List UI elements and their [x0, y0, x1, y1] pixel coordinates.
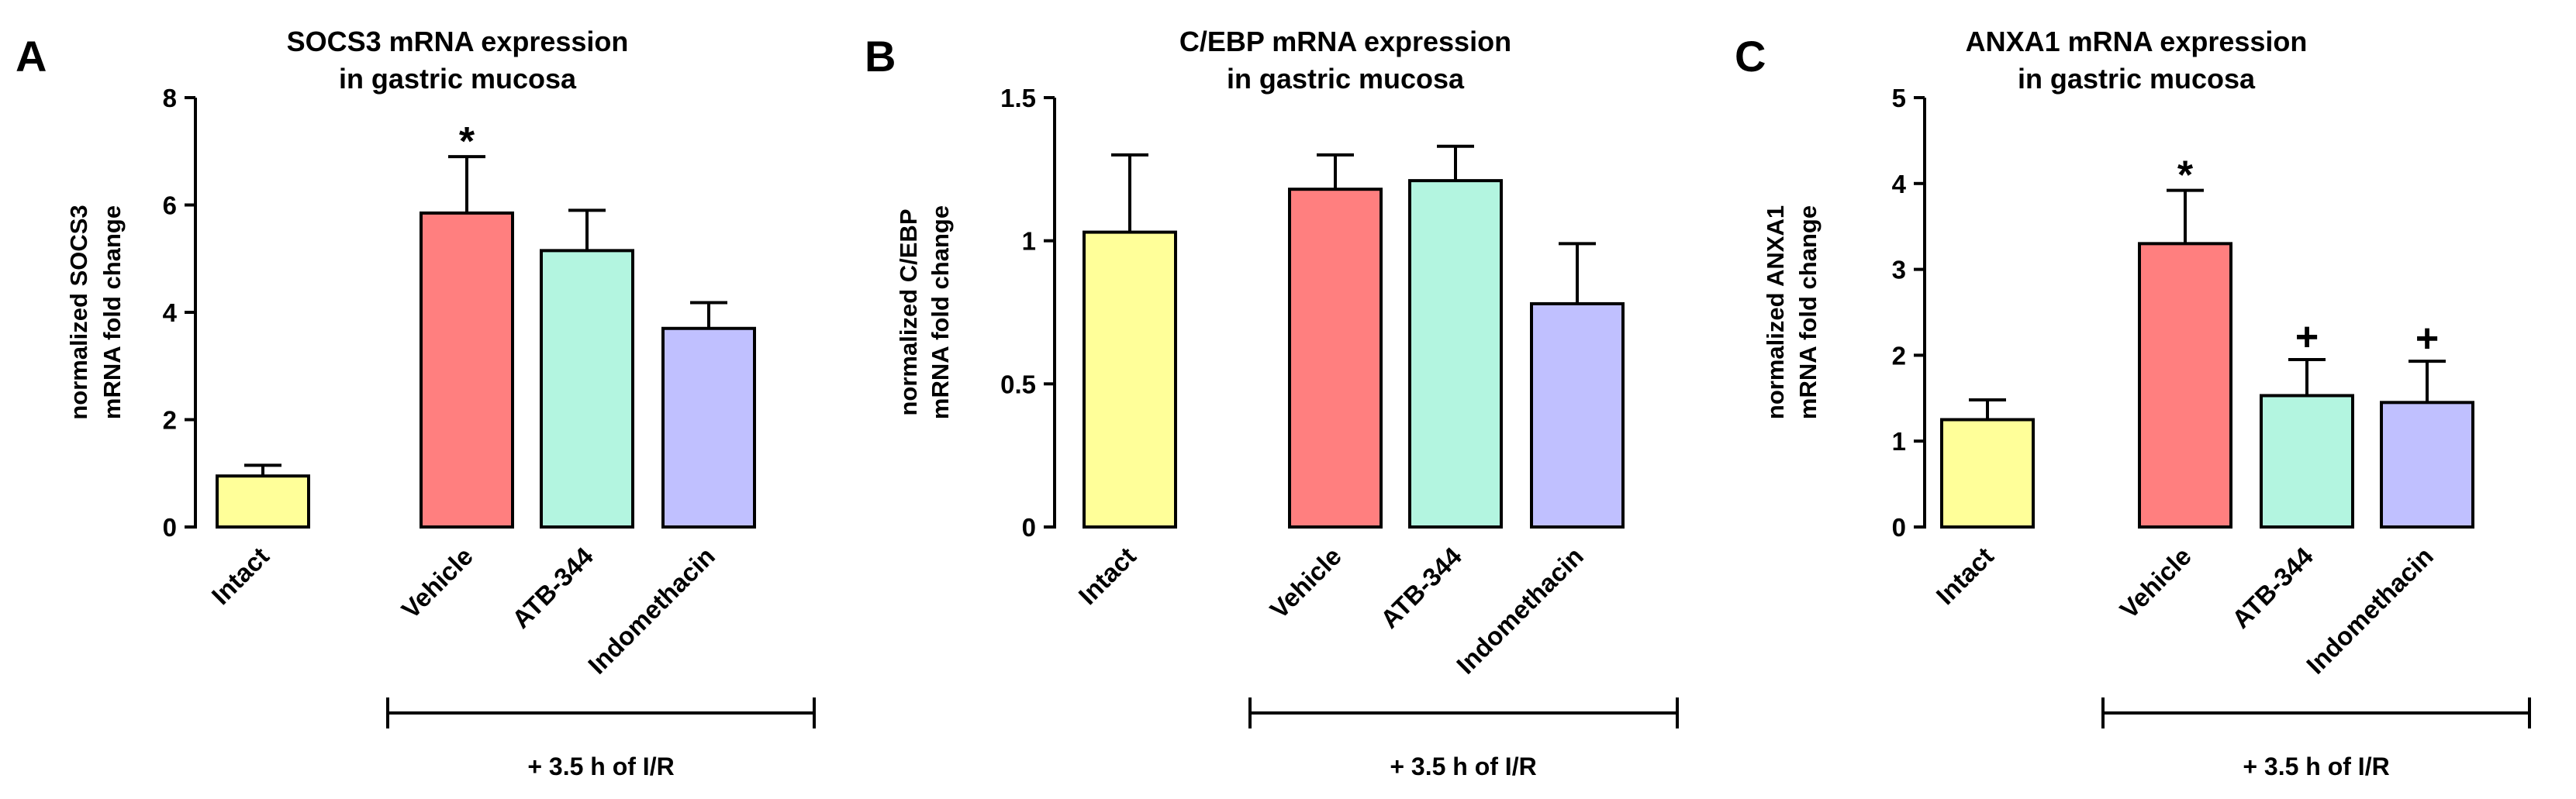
- panel-letter: A: [16, 32, 47, 81]
- y-tick-label: 8: [163, 84, 177, 112]
- y-tick-label: 1.5: [1000, 84, 1036, 112]
- x-category-label: Intact: [1073, 542, 1141, 610]
- bar-intact: [1083, 230, 1177, 529]
- treatment-label: + 3.5 h of I/R: [527, 753, 674, 780]
- significance-marker: +: [2295, 315, 2319, 360]
- y-axis-label-line-1: normalized SOCS3: [65, 205, 92, 419]
- y-tick-label: 2: [1892, 341, 1906, 370]
- y-tick-label: 3: [1892, 256, 1906, 284]
- chart-title-line-2: in gastric mucosa: [2018, 63, 2256, 95]
- bar-atb-344: [1408, 179, 1503, 529]
- panel-a: A SOCS3 mRNA expression in gastric mucosa n…: [16, 26, 816, 780]
- x-category-label: ATB-344: [1375, 541, 1468, 634]
- chart-title-line-1: C/EBP mRNA expression: [1179, 26, 1511, 57]
- x-category-label: Intact: [206, 542, 275, 610]
- panel-letter: C: [1735, 32, 1766, 81]
- bar-indomethacin: [661, 326, 756, 529]
- y-tick-label: 5: [1892, 84, 1906, 112]
- chart-title-line-1: SOCS3 mRNA expression: [287, 26, 629, 57]
- x-category-label: ATB-344: [506, 541, 599, 634]
- x-category-label: ATB-344: [2226, 541, 2319, 634]
- y-tick-label: 2: [163, 406, 177, 435]
- y-axis-label-line-2: mRNA fold change: [98, 205, 126, 419]
- panel-letter: B: [865, 32, 896, 81]
- bar-indomethacin: [1530, 301, 1625, 529]
- x-category-label: Indomethacin: [2301, 542, 2439, 680]
- x-category-label: Vehicle: [1264, 542, 1347, 625]
- treatment-label: + 3.5 h of I/R: [1390, 753, 1536, 780]
- y-axis-label-line-1: normalized ANXA1: [1762, 205, 1789, 419]
- bar-indomethacin: [2380, 401, 2474, 529]
- chart-title-line-2: in gastric mucosa: [1227, 63, 1465, 95]
- significance-marker: +: [2415, 316, 2439, 361]
- bar-intact: [1940, 418, 2035, 529]
- x-category-label: Indomethacin: [582, 542, 720, 680]
- y-tick-label: 0: [1892, 513, 1906, 542]
- x-category-label: Vehicle: [395, 542, 478, 625]
- y-tick-label: 0: [163, 513, 177, 542]
- bar-vehicle: [2138, 242, 2232, 529]
- y-tick-label: 4: [163, 298, 178, 327]
- bar-vehicle: [1288, 188, 1383, 529]
- y-tick-label: 0.5: [1000, 370, 1036, 398]
- y-tick-label: 1: [1892, 427, 1906, 456]
- treatment-label: + 3.5 h of I/R: [2243, 753, 2389, 780]
- significance-marker: *: [2177, 153, 2194, 198]
- y-axis-label-line-1: normalized C/EBP: [895, 209, 922, 416]
- bar-atb-344: [2260, 394, 2354, 529]
- chart-title-line-1: ANXA1 mRNA expression: [1966, 26, 2308, 57]
- y-tick-label: 1: [1022, 227, 1036, 256]
- y-tick-label: 6: [163, 191, 177, 220]
- y-axis-label-line-2: mRNA fold change: [1794, 205, 1822, 419]
- bar-intact: [216, 474, 310, 529]
- bar-vehicle: [420, 211, 514, 529]
- x-category-label: Intact: [1931, 542, 1999, 610]
- panel-c: C ANXA1 mRNA expression in gastric mucosa n…: [1735, 26, 2531, 780]
- chart-title-line-2: in gastric mucosa: [339, 63, 577, 95]
- significance-marker: *: [459, 119, 475, 164]
- y-axis-label-line-2: mRNA fold change: [927, 205, 954, 419]
- panel-b: B C/EBP mRNA expression in gastric mucosa n…: [865, 26, 1679, 780]
- y-tick-label: 4: [1892, 170, 1907, 198]
- x-category-label: Vehicle: [2114, 542, 2197, 625]
- y-tick-label: 0: [1022, 513, 1036, 542]
- x-category-label: Indomethacin: [1451, 542, 1589, 680]
- bar-atb-344: [540, 249, 634, 529]
